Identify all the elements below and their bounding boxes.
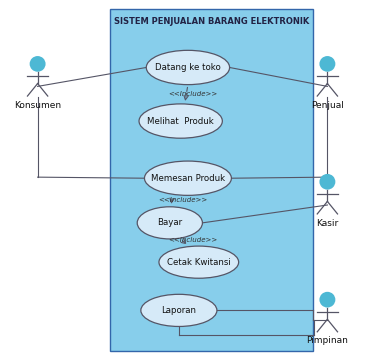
Text: Bayar: Bayar xyxy=(157,219,182,228)
Circle shape xyxy=(30,56,46,72)
Text: Melihat  Produk: Melihat Produk xyxy=(147,117,214,126)
Text: <<Include>>: <<Include>> xyxy=(169,237,218,243)
FancyBboxPatch shape xyxy=(110,9,313,351)
Text: <<Include>>: <<Include>> xyxy=(158,197,207,203)
Text: Penjual: Penjual xyxy=(311,101,344,110)
Circle shape xyxy=(319,56,335,72)
Ellipse shape xyxy=(146,50,230,85)
Ellipse shape xyxy=(139,104,222,138)
Text: Pimpinan: Pimpinan xyxy=(307,337,348,346)
Text: Laporan: Laporan xyxy=(161,306,196,315)
Text: SISTEM PENJUALAN BARANG ELEKTRONIK: SISTEM PENJUALAN BARANG ELEKTRONIK xyxy=(114,18,309,27)
Text: Cetak Kwitansi: Cetak Kwitansi xyxy=(167,258,231,267)
Text: <<Include>>: <<Include>> xyxy=(169,91,218,96)
Text: Kasir: Kasir xyxy=(316,219,338,228)
Circle shape xyxy=(319,174,335,190)
Ellipse shape xyxy=(141,294,217,327)
Text: Memesan Produk: Memesan Produk xyxy=(151,174,225,183)
Ellipse shape xyxy=(159,246,239,278)
Text: Datang ke toko: Datang ke toko xyxy=(155,63,221,72)
Text: Konsumen: Konsumen xyxy=(14,101,61,110)
Circle shape xyxy=(319,292,335,307)
Ellipse shape xyxy=(137,207,203,239)
Ellipse shape xyxy=(145,161,231,195)
